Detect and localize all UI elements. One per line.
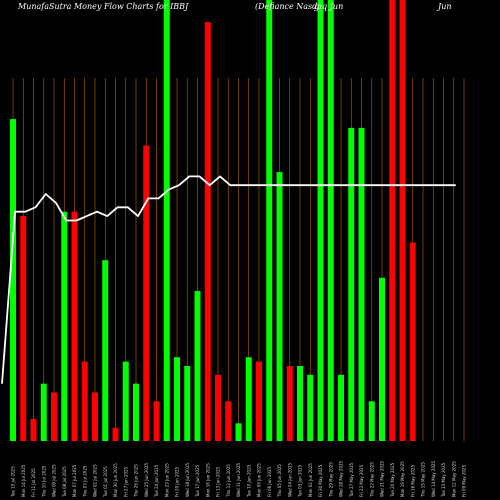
- bar-green: [358, 127, 365, 441]
- price-line-layer: [1, 175, 456, 384]
- x-tick-label: Thu 12 Jun 2025: [226, 464, 231, 498]
- x-tick-label: Mon 23 Jun 2025: [164, 463, 169, 497]
- bar-red: [30, 418, 37, 441]
- bar-red: [256, 361, 262, 441]
- bar-green: [297, 366, 303, 441]
- x-tick-label: Tue 08 Jul 2025: [62, 466, 67, 498]
- bar-green: [379, 277, 385, 441]
- bar-red: [51, 392, 57, 441]
- x-tick-label: Tue 27 May 2025: [349, 462, 354, 498]
- x-tick-label: Wed 04 Jun 2025: [287, 462, 292, 497]
- bar-red: [71, 211, 78, 441]
- x-tick-label: Mon 02 Jun 2025: [308, 463, 313, 497]
- bar-red: [92, 392, 98, 441]
- x-tick-label: Fri 27 Jun 2025: [123, 466, 128, 497]
- bar-red: [225, 401, 232, 441]
- x-tick-label: Thu 10 Jul 2025: [41, 465, 46, 498]
- x-tick-label: Wed 25 Jun 2025: [144, 462, 149, 497]
- bar-green: [276, 171, 283, 442]
- x-tick-label: Thu 29 May 2025: [328, 462, 333, 498]
- bar-green: [174, 357, 180, 441]
- bar-green: [348, 127, 355, 441]
- bar-green: [194, 291, 201, 441]
- bar-red: [20, 216, 27, 441]
- bar-red: [409, 242, 416, 441]
- bar-green: [368, 401, 375, 441]
- bar-green: [245, 357, 252, 441]
- bar-red: [399, 0, 406, 441]
- bar-green: [307, 374, 314, 441]
- bar-green: [10, 119, 16, 441]
- bar-green: [338, 374, 344, 441]
- x-tick-label: Mon 12 May 2025: [451, 461, 456, 497]
- x-tick-label: Fri 09 May 2025: [462, 464, 467, 497]
- x-tick-label: Wed 18 Jun 2025: [185, 462, 190, 497]
- x-tick-label: Thu 05 Jun 2025: [277, 464, 282, 498]
- bar-green: [122, 361, 129, 441]
- x-tick-label: Thu 03 Jul 2025: [82, 465, 87, 498]
- x-tick-label: Mon 19 May 2025: [400, 461, 405, 497]
- x-tick-label: Wed 14 May 2025: [431, 460, 436, 497]
- x-tick-label: Tue 10 Jun 2025: [246, 464, 251, 498]
- x-tick-label: Tue 01 Jul 2025: [103, 466, 108, 498]
- price-line: [1, 175, 456, 384]
- chart-title-right: (Defiance Nasdaq Jun: [255, 2, 343, 11]
- x-tick-label: Fri 20 Jun 2025: [175, 466, 180, 497]
- x-tick-label: Fri 06 Jun 2025: [267, 466, 272, 497]
- bar-green: [133, 383, 139, 441]
- x-tick-label: Wed 28 May 2025: [339, 460, 344, 497]
- bar-green: [61, 211, 68, 441]
- bar-green: [40, 383, 47, 441]
- x-tick-label: Fri 30 May 2025: [318, 464, 323, 497]
- x-tick-label: Fri 11 Jul 2025: [31, 468, 36, 497]
- bar-red: [112, 427, 119, 441]
- bar-red: [204, 22, 211, 442]
- x-tick-label: Thu 26 Jun 2025: [134, 464, 139, 498]
- x-axis-labels: Tue 15 Jul 2025 Mon 14 Jul 2025 Fri 11 Jul…: [11, 460, 467, 498]
- bar-red: [143, 145, 150, 441]
- bar-green: [235, 423, 242, 441]
- x-tick-label: Tue 20 May 2025: [390, 462, 395, 498]
- x-tick-label: Tue 03 Jun 2025: [298, 464, 303, 498]
- bar-red: [389, 0, 396, 441]
- chart-title-overlap: g: [314, 2, 319, 11]
- bar-red: [286, 366, 293, 441]
- bar-red: [81, 361, 88, 441]
- x-tick-label: Thu 22 May 2025: [369, 462, 374, 498]
- x-tick-label: Tue 17 Jun 2025: [195, 464, 200, 498]
- x-tick-label: Fri 23 May 2025: [359, 464, 364, 497]
- bar-green: [266, 0, 273, 441]
- x-tick-label: Tue 24 Jun 2025: [154, 464, 159, 498]
- bar-green: [327, 0, 334, 441]
- x-tick-label: Wed 11 Jun 2025: [236, 462, 241, 497]
- x-tick-label: Wed 09 Jul 2025: [52, 464, 57, 497]
- x-tick-label: Mon 16 Jun 2025: [205, 463, 210, 497]
- x-tick-label: Mon 14 Jul 2025: [21, 464, 26, 497]
- bar-green: [317, 0, 324, 441]
- chart-title-edge: Jun: [436, 2, 452, 11]
- x-tick-label: Wed 21 May 2025: [380, 460, 385, 497]
- bar-red: [153, 401, 160, 441]
- bar-green: [102, 260, 109, 441]
- x-tick-label: Mon 07 Jul 2025: [72, 464, 77, 497]
- x-tick-label: Tue 13 May 2025: [441, 462, 446, 498]
- bar-red: [215, 374, 221, 441]
- x-tick-label: Wed 02 Jul 2025: [93, 464, 98, 497]
- x-tick-label: Mon 09 Jun 2025: [257, 463, 262, 497]
- x-tick-label: Mon 30 Jun 2025: [113, 463, 118, 497]
- bar-green: [184, 366, 191, 441]
- x-tick-label: Fri 13 Jun 2025: [216, 466, 221, 497]
- x-tick-label: Tue 15 Jul 2025: [11, 466, 16, 498]
- bars: [10, 0, 416, 442]
- chart-title-left: MunafaSutra Money Flow Charts for IBBJ: [17, 2, 189, 11]
- bar-green: [163, 0, 170, 441]
- x-tick-label: Thu 15 May 2025: [421, 462, 426, 498]
- x-tick-label: Fri 16 May 2025: [410, 464, 415, 497]
